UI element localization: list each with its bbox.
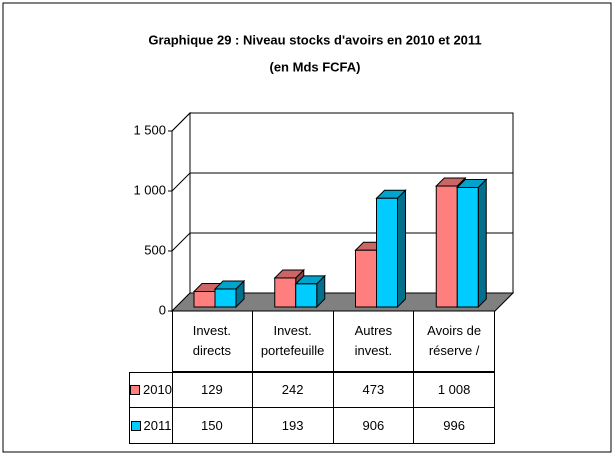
bar-front [376, 197, 398, 308]
bar [213, 279, 246, 309]
legend-item: 2010 [129, 372, 173, 408]
legend-item: 2011 [129, 408, 173, 444]
bar-front [435, 185, 458, 308]
grid-line [171, 172, 513, 192]
bar [375, 189, 407, 309]
side-wall [171, 111, 191, 313]
data-label: 150 [172, 408, 253, 444]
grid-line [171, 112, 513, 132]
bar-side [397, 189, 406, 309]
data-label: 129 [172, 372, 253, 408]
legend-swatch [130, 385, 141, 395]
bar-front [193, 291, 216, 308]
category-label: Invest. directs [172, 311, 253, 372]
category-label: Avoirs de réserve / [414, 311, 495, 372]
data-label: 242 [252, 372, 334, 408]
floor [170, 292, 515, 312]
data-label: 1 008 [414, 372, 495, 408]
bar-front [274, 277, 297, 308]
bar-front [355, 249, 377, 308]
bar [294, 274, 326, 309]
chart-title: Graphique 29 : Niveau stocks d'avoirs en… [148, 32, 481, 47]
legend-label: 2010 [143, 382, 172, 397]
y-tick-label: 0 [159, 302, 166, 317]
data-label: 193 [252, 408, 334, 444]
y-tick-label: 1 000 [133, 182, 166, 197]
legend-swatch [130, 420, 141, 431]
data-label: 996 [414, 408, 495, 444]
bar-front [295, 283, 318, 308]
bar-front [214, 288, 237, 308]
chart-subtitle: (en Mds FCFA) [270, 59, 361, 74]
y-tick-label: 500 [144, 242, 166, 257]
bar-side [477, 178, 487, 309]
data-label: 906 [333, 408, 415, 444]
y-tick-label: 1 500 [133, 122, 166, 137]
legend-label: 2011 [143, 417, 172, 433]
bar [456, 178, 488, 309]
data-label: 473 [333, 372, 415, 408]
category-label: Autres invest. [333, 311, 415, 372]
bar-front [456, 186, 479, 308]
category-label: Invest. portefeuille [252, 311, 334, 372]
